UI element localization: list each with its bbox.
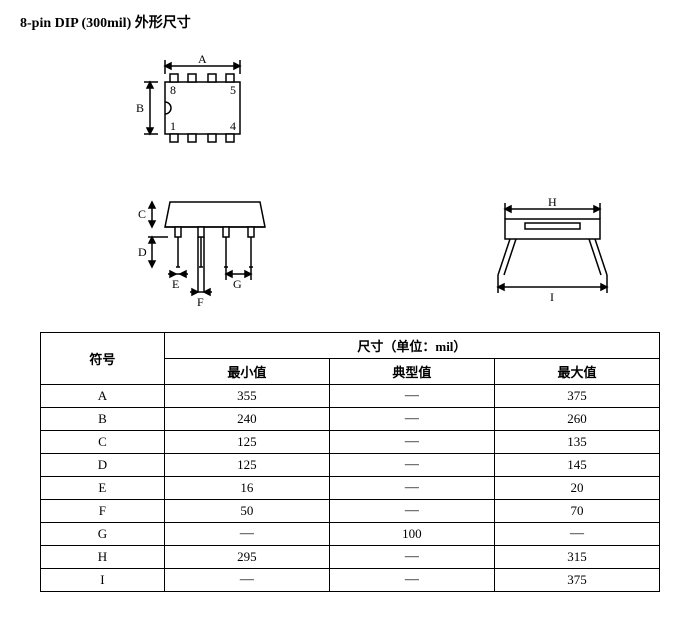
- dim-g-label: G: [233, 277, 242, 291]
- table-row: B240—260: [41, 408, 660, 431]
- table-body: A355—375 B240—260 C125—135 D125—145 E16—…: [41, 385, 660, 592]
- dim-f-label: F: [197, 295, 204, 309]
- dim-a-label: A: [198, 52, 207, 66]
- diagram-side-view: H I: [470, 197, 630, 307]
- diagram-top-view: 8 5 1 4 A B: [130, 52, 270, 162]
- dim-d-label: D: [138, 245, 147, 259]
- table-row: G—100—: [41, 523, 660, 546]
- page-title: 8-pin DIP (300mil) 外形尺寸: [20, 12, 680, 32]
- table-row: E16—20: [41, 477, 660, 500]
- table-row: C125—135: [41, 431, 660, 454]
- pin4-label: 4: [230, 119, 236, 133]
- col-min: 最小值: [164, 359, 329, 385]
- dimension-table: 符号 尺寸（单位：mil） 最小值 典型值 最大值 A355—375 B240—…: [40, 332, 660, 592]
- dim-i-label: I: [550, 290, 554, 304]
- diagram-area: 8 5 1 4 A B: [130, 52, 680, 312]
- col-symbol: 符号: [41, 333, 165, 385]
- table-row: F50—70: [41, 500, 660, 523]
- col-typ: 典型值: [329, 359, 494, 385]
- col-max: 最大值: [494, 359, 659, 385]
- table-row: I——375: [41, 569, 660, 592]
- diagram-front-view: C D E F: [130, 192, 290, 312]
- dim-b-label: B: [136, 101, 144, 115]
- table-row: D125—145: [41, 454, 660, 477]
- dim-e-label: E: [172, 277, 179, 291]
- col-dims: 尺寸（单位：mil）: [164, 333, 659, 359]
- pin1-label: 1: [170, 119, 176, 133]
- pin8-label: 8: [170, 83, 176, 97]
- dim-c-label: C: [138, 207, 146, 221]
- table-row: A355—375: [41, 385, 660, 408]
- pin5-label: 5: [230, 83, 236, 97]
- dim-h-label: H: [548, 197, 557, 209]
- table-row: H295—315: [41, 546, 660, 569]
